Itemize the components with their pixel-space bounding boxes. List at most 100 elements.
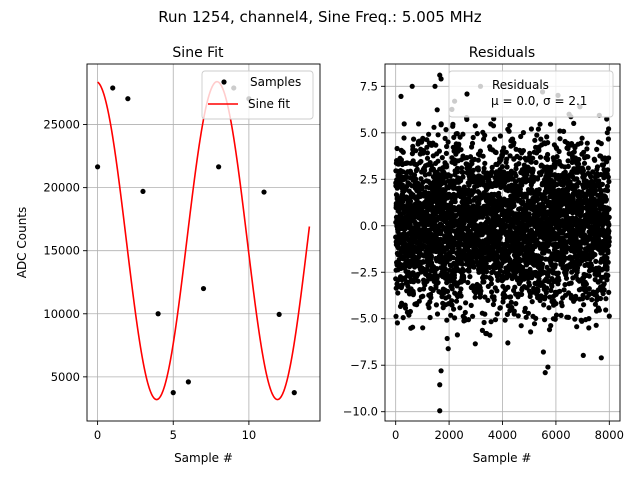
residual-point [447, 173, 453, 179]
residual-point [480, 153, 486, 159]
residual-point [571, 120, 577, 126]
residual-point [421, 286, 427, 292]
residual-point [538, 136, 544, 142]
residual-point [605, 250, 611, 256]
residual-point [420, 259, 426, 265]
sine-fit-frame [86, 63, 321, 422]
residual-point [552, 262, 559, 268]
residual-point [603, 307, 609, 313]
residual-point [435, 158, 441, 164]
residual-point [443, 150, 449, 156]
residual-point [411, 136, 417, 142]
residual-point [535, 287, 541, 293]
residual-point [573, 293, 579, 299]
residual-point [415, 278, 421, 284]
residual-outlier-point [505, 340, 511, 346]
residual-point [519, 182, 525, 188]
residual-point [434, 275, 440, 281]
residual-point [452, 199, 458, 205]
residual-point [503, 294, 509, 300]
residual-point [594, 164, 601, 170]
residual-point [561, 287, 567, 293]
residual-point [410, 324, 416, 330]
residual-point [547, 121, 554, 127]
sample-point [140, 188, 146, 195]
residual-point [488, 319, 494, 325]
residual-point [431, 124, 437, 130]
residual-point [469, 161, 475, 167]
residual-point [444, 335, 450, 342]
residual-point [584, 184, 590, 190]
residual-point [472, 341, 478, 347]
residual-point [581, 302, 587, 308]
residual-point [572, 316, 578, 322]
residual-point [529, 299, 535, 305]
residuals-xtick-label: 6000 [541, 428, 570, 442]
sample-point [94, 164, 101, 170]
residual-point [606, 179, 612, 185]
residual-point [545, 151, 551, 158]
residual-point [459, 261, 465, 267]
residual-point [450, 246, 456, 252]
residual-point [598, 141, 604, 147]
residual-point [531, 321, 538, 327]
residual-point [482, 311, 488, 317]
legend-residuals-stats: μ = 0.0, σ = 2.1 [491, 94, 587, 108]
residual-point [451, 275, 457, 281]
residual-point [585, 154, 591, 160]
residual-point [402, 305, 409, 311]
residual-point [394, 320, 400, 326]
residual-point [580, 352, 586, 358]
residual-point [583, 281, 590, 287]
sample-point [185, 379, 191, 385]
residual-point [603, 196, 610, 203]
residual-point [468, 302, 474, 308]
residual-point [432, 83, 438, 89]
residual-point [442, 266, 448, 272]
residual-point [420, 148, 427, 154]
residual-point [434, 266, 440, 272]
residual-point [438, 121, 444, 127]
residual-point [410, 143, 416, 149]
residual-point [461, 275, 467, 281]
residual-point [457, 305, 463, 311]
residual-point [540, 349, 547, 355]
residual-point [445, 346, 451, 352]
residual-outlier-point [437, 408, 443, 414]
residuals-legend: Residuals μ = 0.0, σ = 2.1 [448, 70, 614, 118]
residual-point [438, 231, 444, 237]
residual-point [520, 130, 527, 136]
residuals-xtick-label: 0 [392, 428, 399, 442]
residual-point [543, 289, 549, 296]
residual-point [593, 322, 599, 328]
residual-point [494, 311, 500, 317]
residual-point [604, 183, 611, 189]
residual-point [420, 293, 426, 299]
residual-point [409, 83, 415, 89]
residual-point [606, 228, 612, 234]
residual-point [407, 308, 413, 315]
residual-point [427, 314, 433, 321]
residual-point [435, 280, 441, 286]
residual-point [606, 239, 612, 245]
residual-point [603, 296, 609, 302]
residual-point [548, 287, 554, 293]
residual-point [589, 297, 595, 303]
residual-point [420, 325, 426, 331]
residual-point [504, 156, 510, 162]
sine-fit-grid [87, 64, 320, 421]
residual-point [426, 131, 432, 137]
residual-point [482, 294, 488, 300]
residual-point [512, 284, 518, 290]
sine-fit-title: Sine Fit [172, 45, 224, 61]
residual-point [490, 123, 497, 129]
residual-point [495, 260, 501, 266]
residual-point [597, 295, 604, 302]
residual-point [568, 280, 574, 286]
residual-point [533, 315, 539, 321]
residuals-ytick-label: 5.0 [360, 126, 378, 140]
residual-point [578, 140, 584, 146]
residual-point [428, 253, 434, 259]
residual-point [511, 140, 517, 146]
